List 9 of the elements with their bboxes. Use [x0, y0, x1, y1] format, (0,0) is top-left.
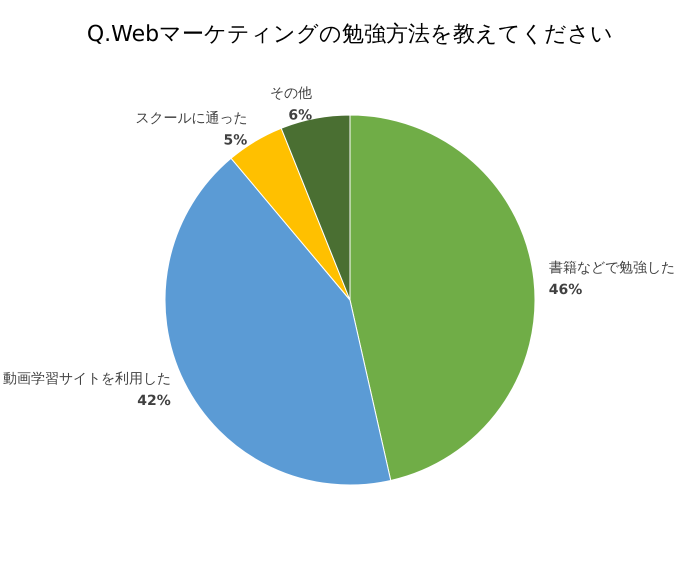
data-label: 46%	[548, 282, 582, 298]
slice-label: スクールに通った	[135, 110, 248, 126]
slice-label: 書籍などで勉強した	[548, 260, 675, 276]
chart-title: Q.Webマーケティングの勉強方法を教えてください	[86, 22, 614, 47]
slice-label: その他	[270, 86, 312, 102]
data-label: 6%	[288, 108, 312, 124]
data-label: 5%	[223, 132, 248, 148]
data-label: 42%	[137, 392, 171, 409]
slice-label: 動画学習サイトを利用した	[2, 370, 171, 387]
